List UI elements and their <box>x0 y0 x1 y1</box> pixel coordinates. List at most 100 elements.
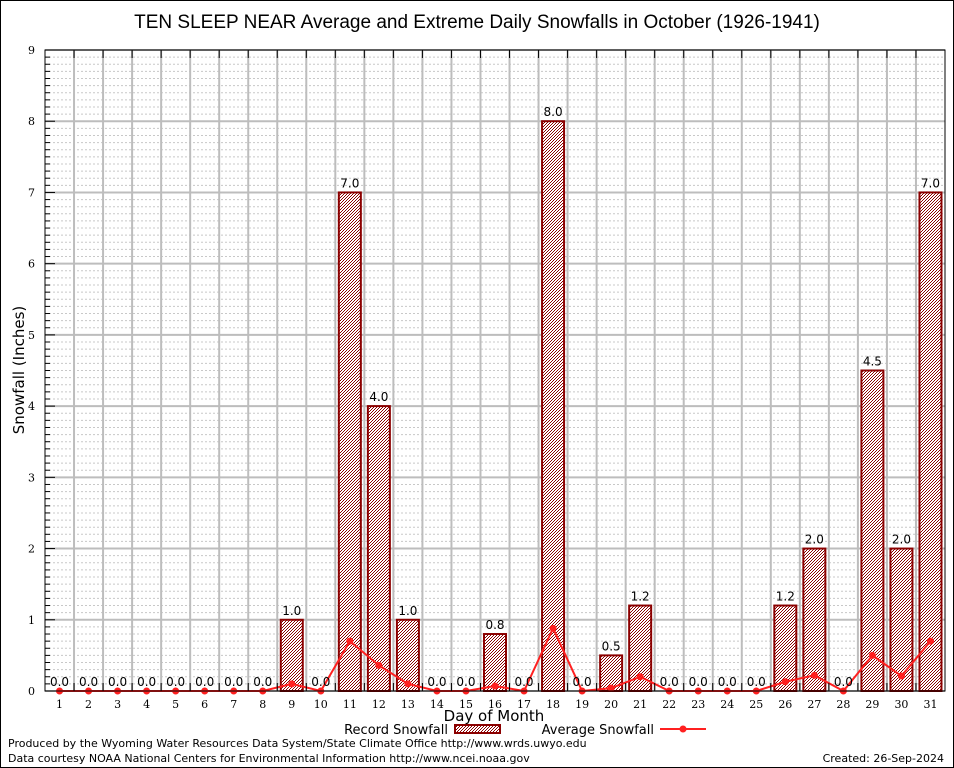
bar-value-label: 0.0 <box>50 675 69 689</box>
record-bar <box>337 191 362 692</box>
bar-value-label: 0.0 <box>166 675 185 689</box>
bar-value-label: 0.0 <box>834 675 853 689</box>
footer-produced-by: Produced by the Wyoming Water Resources … <box>8 737 587 750</box>
bar-value-label: 0.0 <box>660 675 679 689</box>
bar-value-label: 0.0 <box>253 675 272 689</box>
y-tick-label: 9 <box>28 44 35 57</box>
y-tick-label: 3 <box>28 471 35 484</box>
grid <box>45 49 945 692</box>
bar-value-label: 0.0 <box>137 675 156 689</box>
x-tick-label: 4 <box>143 698 150 711</box>
plot-border <box>44 49 946 692</box>
data-labels: 0.0 0.0 0.0 0.0 0.0 0.0 0.0 0.0 1.0 0.0 7.0 4.0 1.0 0… <box>50 105 940 689</box>
footer-data-courtesy: Data courtesy NOAA National Centers for … <box>8 752 530 765</box>
record-bar <box>366 405 391 692</box>
bar-value-label: 0.0 <box>689 675 708 689</box>
bar-value-label: 4.5 <box>863 355 882 369</box>
y-tick-label: 8 <box>28 115 35 128</box>
legend-record-label: Record Snowfall <box>344 723 448 738</box>
x-tick-label: 24 <box>720 698 734 711</box>
x-tick-label: 15 <box>459 698 473 711</box>
legend-record-swatch <box>454 724 501 734</box>
average-point <box>897 672 905 680</box>
x-tick-label: 25 <box>749 698 763 711</box>
bar-value-label: 2.0 <box>892 533 911 547</box>
bar-value-label: 0.0 <box>427 675 446 689</box>
bar-value-label: 0.0 <box>514 675 533 689</box>
x-tick-label: 19 <box>575 698 589 711</box>
x-tick-label: 28 <box>836 698 850 711</box>
bar-value-label: 0.0 <box>456 675 475 689</box>
x-tick-label: 11 <box>343 698 357 711</box>
record-bar <box>860 369 885 692</box>
record-bar <box>395 618 420 692</box>
y-tick-label: 0 <box>28 685 35 698</box>
x-tick-label: 30 <box>894 698 908 711</box>
x-tick-label: 14 <box>430 698 444 711</box>
x-tick-label: 27 <box>807 698 821 711</box>
bar-value-label: 1.0 <box>282 604 301 618</box>
bar-value-label: 0.0 <box>79 675 98 689</box>
x-tick-label: 23 <box>691 698 705 711</box>
average-point <box>404 680 412 688</box>
x-tick-label: 6 <box>201 698 208 711</box>
legend: Record Snowfall Average Snowfall <box>344 723 706 738</box>
bar-value-label: 0.0 <box>195 675 214 689</box>
x-tick-label: 26 <box>778 698 792 711</box>
x-tick-label: 1 <box>56 698 63 711</box>
bar-value-label: 0.0 <box>311 675 330 689</box>
bars <box>279 120 943 693</box>
average-point <box>491 682 499 690</box>
average-point <box>868 651 876 659</box>
x-tick-label: 22 <box>662 698 676 711</box>
chart-title: TEN SLEEP NEAR Average and Extreme Daily… <box>134 12 820 33</box>
y-tick-label: 7 <box>28 186 35 199</box>
y-tick-label: 5 <box>28 329 35 342</box>
y-axis-label: Snowfall (Inches) <box>10 306 28 434</box>
x-tick-label: 3 <box>114 698 121 711</box>
x-tick-label: 31 <box>923 698 937 711</box>
y-tick-label: 6 <box>28 258 35 271</box>
x-tick-label: 16 <box>488 698 502 711</box>
bar-value-label: 7.0 <box>340 176 359 190</box>
legend-average-label: Average Snowfall <box>542 723 654 738</box>
average-point <box>346 637 354 645</box>
average-point <box>926 637 934 645</box>
bar-value-label: 1.2 <box>776 590 795 604</box>
record-bar <box>483 633 507 692</box>
bar-value-label: 0.0 <box>108 675 127 689</box>
average-point <box>781 678 789 686</box>
x-tick-label: 5 <box>172 698 179 711</box>
bar-value-label: 7.0 <box>921 176 940 190</box>
record-bar <box>773 604 798 692</box>
bar-value-label: 0.0 <box>747 675 766 689</box>
x-tick-label: 20 <box>604 698 618 711</box>
average-point <box>810 671 818 679</box>
average-point <box>288 680 296 688</box>
x-tick-label: 17 <box>517 698 531 711</box>
x-tick-label: 7 <box>230 698 237 711</box>
x-tick-label: 10 <box>314 698 328 711</box>
average-point <box>375 661 383 669</box>
bar-value-label: 1.0 <box>398 604 417 618</box>
x-tick-label: 2 <box>85 698 92 711</box>
bar-value-label: 2.0 <box>805 533 824 547</box>
average-point <box>607 684 615 692</box>
y-tick-label: 2 <box>28 543 35 556</box>
bar-value-label: 0.5 <box>602 639 621 653</box>
x-tick-label: 9 <box>288 698 295 711</box>
x-tick-label: 29 <box>865 698 879 711</box>
bar-value-label: 1.2 <box>631 590 650 604</box>
record-bar <box>279 618 304 692</box>
record-bar <box>802 547 827 692</box>
bar-value-label: 8.0 <box>544 105 563 119</box>
bar-value-label: 0.0 <box>718 675 737 689</box>
footer-created: Created: 26-Sep-2024 <box>823 752 944 765</box>
x-axis-label: Day of Month <box>444 707 545 725</box>
x-tick-label: 13 <box>401 698 415 711</box>
record-bar <box>918 191 943 692</box>
x-tick-label: 21 <box>633 698 647 711</box>
y-tick-label: 1 <box>28 614 35 627</box>
bar-value-label: 4.0 <box>369 390 388 404</box>
